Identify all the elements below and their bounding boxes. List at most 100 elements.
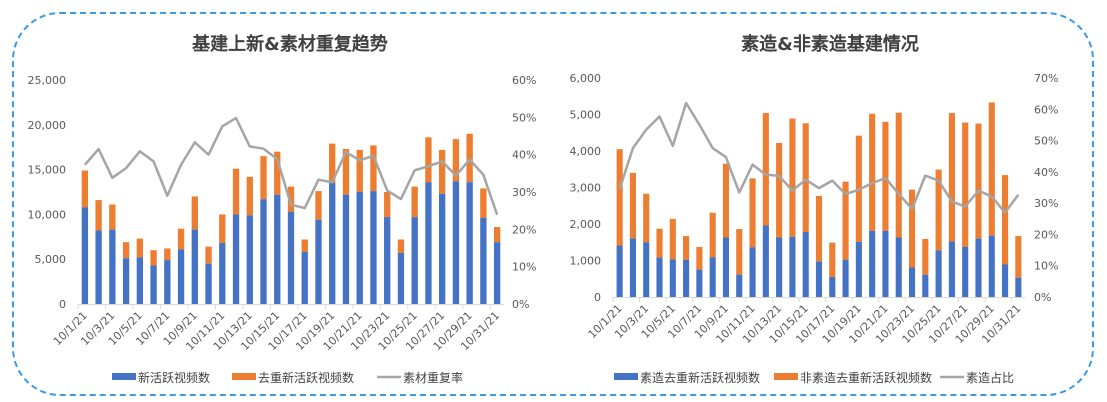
- bar-blue-segment: [802, 232, 809, 297]
- bar-blue-segment: [191, 229, 198, 304]
- bar-blue-segment: [669, 259, 676, 297]
- bar-blue-segment: [1015, 277, 1022, 297]
- bar-blue-segment: [122, 258, 130, 304]
- series-line: [618, 101, 1020, 214]
- bar-orange-segment: [122, 242, 130, 259]
- bar-blue-segment: [908, 267, 916, 297]
- y-left-tick-label: 10,000: [28, 208, 67, 221]
- bar-orange-segment: [370, 145, 377, 192]
- bar-orange-segment: [696, 246, 703, 270]
- bar-orange-segment: [150, 250, 157, 266]
- bar-blue-segment: [855, 241, 862, 297]
- bar-orange-segment: [829, 242, 836, 277]
- y-left-tick-label: 3,000: [570, 182, 602, 195]
- bar-orange-segment: [842, 181, 849, 260]
- bar-orange-segment: [177, 228, 185, 250]
- bar-orange-segment: [722, 163, 730, 238]
- y-left-tick-label: 5,000: [570, 109, 602, 122]
- bar-orange-segment: [616, 149, 623, 246]
- bar-blue-segment: [696, 269, 703, 297]
- bar-orange-segment: [356, 149, 363, 192]
- bar-orange-segment: [164, 248, 171, 261]
- bar-orange-segment: [480, 188, 487, 218]
- bar-orange-segment: [397, 239, 405, 253]
- bar-blue-segment: [736, 274, 743, 297]
- bar-orange-segment: [246, 176, 253, 216]
- chart-sucao: 素造&非素造基建情况 0 1,000 2,000 3,000 4,000 5,000 6,0…: [570, 33, 1059, 385]
- bar-orange-segment: [935, 169, 942, 251]
- y-right-tick-label: 20%: [1034, 228, 1058, 241]
- y-right-tick-label: 50%: [512, 111, 536, 124]
- bar-blue-segment: [260, 199, 267, 304]
- bar-blue-segment: [177, 249, 185, 304]
- bar-orange-segment: [895, 112, 902, 238]
- bar-orange-segment: [219, 214, 226, 244]
- bar-orange-segment: [384, 192, 391, 218]
- bar-orange-segment: [922, 238, 929, 275]
- bar-orange-segment: [452, 139, 460, 182]
- bar-orange-segment: [643, 193, 650, 243]
- y-left-tick-label: 1,000: [570, 255, 602, 268]
- bar-blue-segment: [656, 257, 663, 297]
- bar-orange-segment: [301, 239, 308, 253]
- bar-blue-segment: [95, 230, 102, 304]
- bar-orange-segment: [315, 191, 322, 220]
- bar-orange-segment: [425, 137, 432, 183]
- bar-orange-segment: [776, 142, 783, 238]
- bar-blue-segment: [962, 246, 969, 297]
- chart-title: 基建上新&素材重复趋势: [191, 33, 388, 55]
- y-right-tick-label: 40%: [1034, 166, 1058, 179]
- bar-orange-segment: [329, 143, 336, 184]
- bar-blue-segment: [882, 230, 889, 297]
- y-left-tick-label: 0: [594, 291, 601, 304]
- y-left-tick-label: 4,000: [570, 145, 602, 158]
- bar-orange-segment: [762, 113, 769, 226]
- bar-orange-segment: [1002, 175, 1009, 265]
- bar-blue-segment: [643, 242, 650, 297]
- y-right-tick-label: 20%: [512, 223, 536, 236]
- legend-label: 新活跃视频数: [138, 370, 210, 385]
- legend-swatch: [232, 373, 256, 380]
- bar-orange-segment: [411, 186, 418, 218]
- bar-blue-segment: [829, 276, 836, 297]
- bar-blue-segment: [722, 237, 730, 297]
- bar-blue-segment: [749, 247, 756, 297]
- bar-blue-segment: [815, 261, 823, 297]
- bar-orange-segment: [908, 189, 916, 268]
- bar-orange-segment: [948, 113, 955, 242]
- legend-swatch: [774, 373, 798, 380]
- series-line: [83, 116, 499, 216]
- bar-orange-segment: [439, 149, 446, 194]
- y-right-tick-label: 60%: [1034, 103, 1058, 116]
- bar-blue-segment: [246, 215, 253, 304]
- bar-blue-segment: [935, 250, 942, 297]
- bar-blue-segment: [789, 236, 796, 297]
- bar-blue-segment: [384, 217, 391, 304]
- bar-blue-segment: [629, 238, 636, 297]
- bar-blue-segment: [869, 230, 876, 297]
- legend-label: 素造占比: [966, 370, 1014, 385]
- bar-orange-segment: [683, 236, 690, 260]
- bar-blue-segment: [425, 182, 432, 304]
- bar-blue-segment: [342, 194, 350, 304]
- y-left-tick-label: 20,000: [28, 119, 67, 132]
- bar-orange-segment: [962, 122, 969, 247]
- bar-blue-segment: [762, 225, 769, 297]
- chart-trend: 基建上新&素材重复趋势 0 5,000 10,000 15,000 20,000 25,0…: [28, 33, 537, 385]
- bar-orange-segment: [802, 123, 809, 233]
- bar-blue-segment: [81, 207, 89, 304]
- y-right-tick-label: 0%: [512, 298, 529, 311]
- bar-orange-segment: [709, 212, 716, 258]
- y-right-tick-label: 50%: [1034, 135, 1058, 148]
- bar-orange-segment: [81, 170, 89, 208]
- bar-blue-segment: [493, 242, 501, 304]
- bar-blue-segment: [219, 243, 226, 304]
- bar-blue-segment: [975, 238, 982, 297]
- bar-blue-segment: [842, 259, 849, 297]
- bar-blue-segment: [315, 219, 322, 304]
- bar-blue-segment: [411, 217, 418, 304]
- y-left-tick-label: 0: [59, 298, 66, 311]
- bar-orange-segment: [815, 195, 823, 262]
- bar-blue-segment: [895, 237, 902, 297]
